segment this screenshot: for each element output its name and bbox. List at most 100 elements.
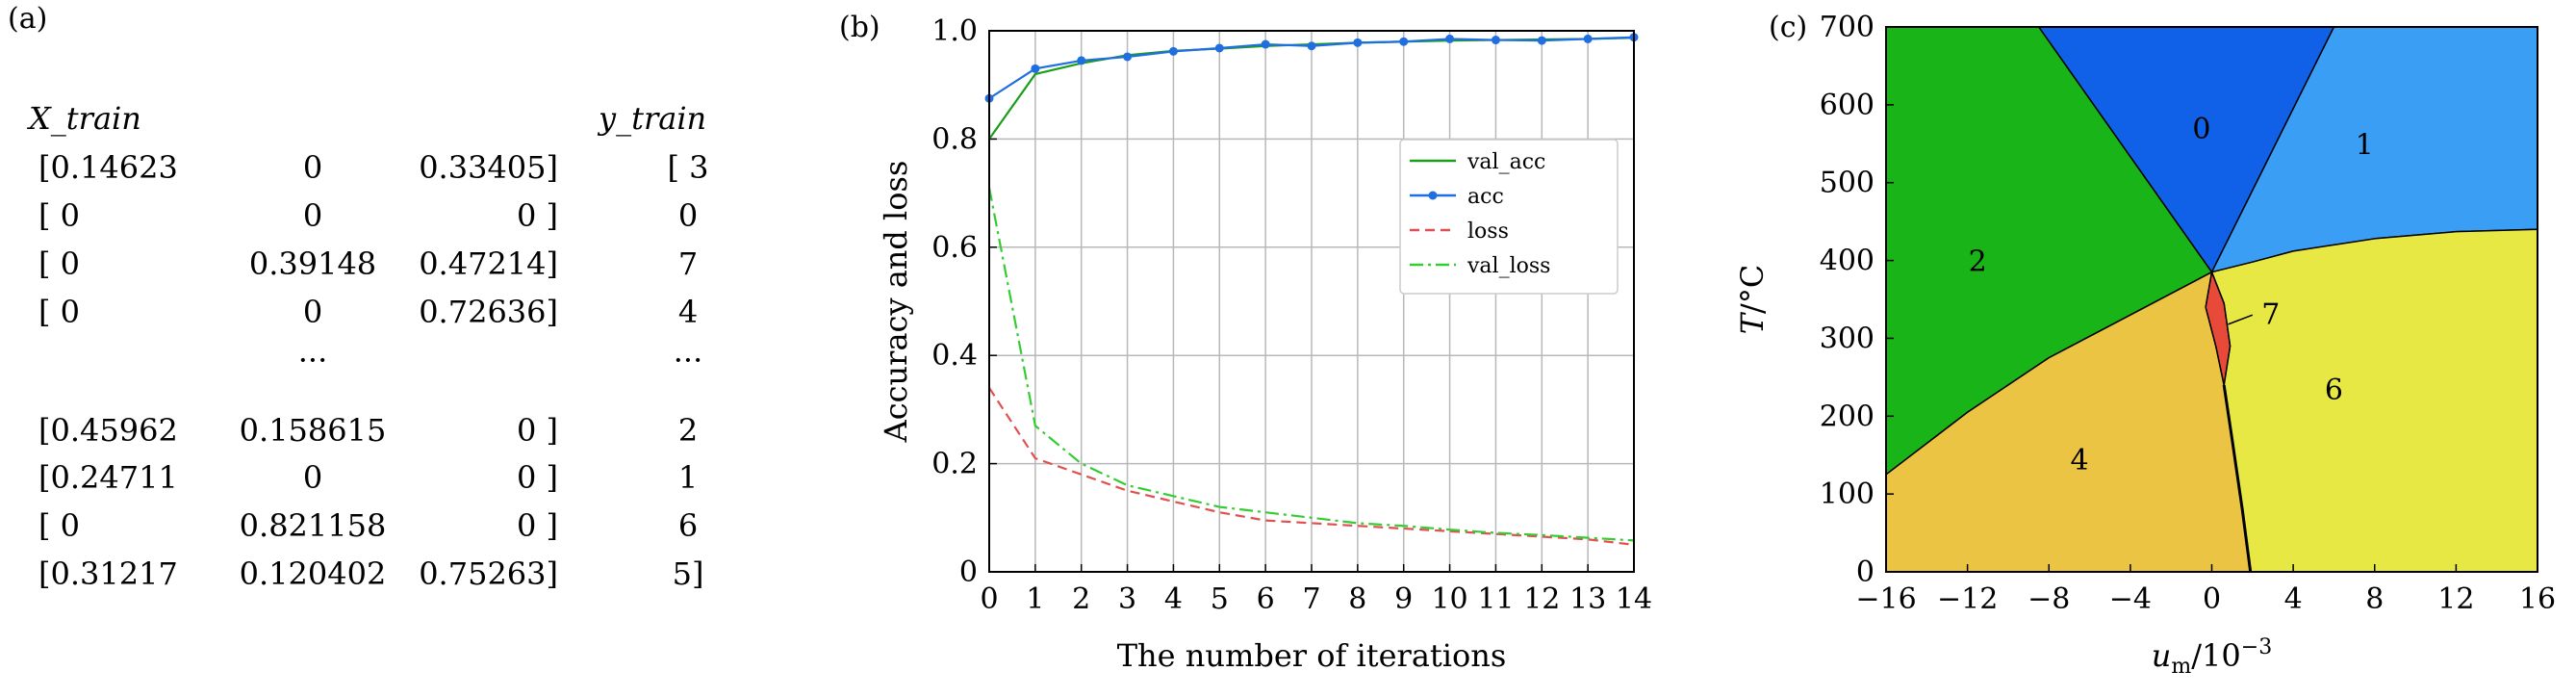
x-train-header: X_train: [29, 100, 141, 137]
row-2-c1: [ 0: [38, 245, 81, 282]
y-tick-label: 300: [1820, 322, 1875, 355]
region-label-1: 1: [2356, 128, 2374, 162]
region-label-6: 6: [2325, 374, 2343, 407]
row-8-c1: [0.31217: [38, 555, 178, 592]
y-train-header: y_train: [599, 100, 707, 137]
y-tick-label: 0.4: [931, 339, 978, 373]
row-0-c2: 0: [302, 149, 323, 186]
x-tick-label: 5: [1211, 582, 1229, 616]
x-tick-label: −16: [1855, 582, 1916, 616]
x-tick-label: 16: [2519, 582, 2556, 616]
region-label-7: 7: [2261, 298, 2280, 332]
x-tick-label: 12: [1523, 582, 1560, 616]
region-7-pointer: [2228, 314, 2254, 325]
panel-b-label: (b): [839, 11, 880, 44]
y-tick-label: 0.2: [931, 448, 978, 481]
boundary-line: [2222, 384, 2253, 573]
row-1-c1: [ 0: [38, 197, 81, 234]
series-line-val_loss: [987, 187, 1635, 542]
y-tick-label: 0: [1856, 555, 1875, 589]
x-tick-label: 8: [2365, 582, 2384, 616]
row-2-c3: 0.47214]: [419, 245, 558, 282]
x-tick-label: −8: [2028, 582, 2070, 616]
data-point-acc: [1031, 64, 1040, 73]
x-axis-label: The number of iterations: [1117, 637, 1507, 674]
y-tick-label: 1.0: [931, 14, 978, 48]
legend-label-acc: acc: [1467, 185, 1504, 209]
panel-c-label: (c): [1769, 11, 1807, 44]
row-5-y: 2: [677, 412, 699, 449]
row-6-y: 1: [677, 459, 699, 496]
row-5-c1: [0.45962: [38, 412, 178, 449]
row-7-c3: 0 ]: [516, 507, 558, 544]
x-tick-label: 0: [980, 582, 998, 616]
row-6-c3: 0 ]: [516, 459, 558, 496]
row-5-c3: 0 ]: [516, 412, 558, 449]
training-data-panel: (a) X_train y_train [0.14623 0 0.33405] [ 3…: [0, 0, 828, 697]
data-point-acc: [1445, 34, 1455, 43]
region-label-4: 4: [2070, 444, 2088, 478]
x-tick-label: 6: [1257, 582, 1275, 616]
x-tick-label: −12: [1937, 582, 1998, 616]
data-point-acc: [1353, 38, 1363, 47]
plot-frame: [1885, 26, 2538, 573]
x-tick-label: 7: [1302, 582, 1320, 616]
legend-label-val_loss: val_loss: [1467, 254, 1550, 278]
x-tick-label: 4: [2284, 582, 2303, 616]
y-tick-label: 600: [1820, 89, 1875, 122]
legend-label-val_acc: val_acc: [1467, 150, 1545, 174]
panel-a-label: (a): [8, 2, 48, 36]
row-0-c3: 0.33405]: [419, 149, 558, 186]
row-3-c3: 0.72636]: [419, 294, 558, 330]
y-tick-label: 100: [1820, 478, 1875, 511]
row-0-y: [ 3: [667, 149, 709, 186]
y-tick-label: 0.8: [931, 122, 978, 156]
data-point-acc: [1399, 37, 1409, 46]
row-7-c2: 0.821158: [239, 507, 387, 544]
row-0-c1: [0.14623: [38, 149, 178, 186]
row-3-c2: 0: [302, 294, 323, 330]
x-tick-label: 2: [1072, 582, 1090, 616]
data-point-acc: [1583, 34, 1593, 43]
data-point-acc: [1168, 46, 1178, 56]
data-point-acc: [1123, 52, 1133, 62]
row-4-c2: ···: [297, 342, 328, 378]
row-5-c2: 0.158615: [239, 412, 387, 449]
row-2-c2: 0.39148: [248, 245, 377, 282]
region-label-0: 0: [2192, 113, 2210, 146]
y-tick-label: 700: [1820, 11, 1875, 44]
row-1-c3: 0 ]: [516, 197, 558, 234]
x-tick-label: 10: [1431, 582, 1467, 616]
x-tick-label: 12: [2437, 582, 2474, 616]
data-point-acc: [1537, 36, 1546, 45]
x-tick-label: 1: [1026, 582, 1044, 616]
legend-marker-acc: [1428, 191, 1438, 200]
y-tick-label: 500: [1820, 167, 1875, 200]
accuracy-loss-chart: (b)0 1 2 3 4 5 6 7 8 9 10 11 12 13 1400.20.40.60.81.0v…: [839, 11, 1652, 674]
y-axis-label: T/°C: [1734, 265, 1771, 335]
x-axis-label: um/10−3: [2152, 635, 2272, 679]
x-tick-label: 0: [2203, 582, 2221, 616]
row-4-y: ···: [673, 342, 703, 378]
region-label-2: 2: [1969, 245, 1987, 279]
y-tick-label: 0.6: [931, 231, 978, 265]
x-tick-label: 4: [1164, 582, 1183, 616]
data-point-acc: [1307, 41, 1316, 51]
x-tick-label: 14: [1616, 582, 1652, 616]
data-point-acc: [1261, 39, 1270, 49]
legend-box: [1399, 139, 1619, 295]
data-point-acc: [1214, 43, 1224, 53]
row-1-y: 0: [677, 197, 699, 234]
legend-label-loss: loss: [1467, 219, 1509, 244]
row-8-c2: 0.120402: [239, 555, 387, 592]
y-tick-label: 200: [1820, 400, 1875, 433]
y-tick-label: 0: [959, 555, 978, 589]
row-7-y: 6: [677, 507, 699, 544]
row-1-c2: 0: [302, 197, 323, 234]
y-axis-label: Accuracy and loss: [878, 161, 914, 444]
row-3-y: 4: [677, 294, 699, 330]
row-8-c3: 0.75263]: [419, 555, 558, 592]
x-tick-label: −4: [2109, 582, 2152, 616]
row-8-y: 5]: [672, 555, 704, 592]
